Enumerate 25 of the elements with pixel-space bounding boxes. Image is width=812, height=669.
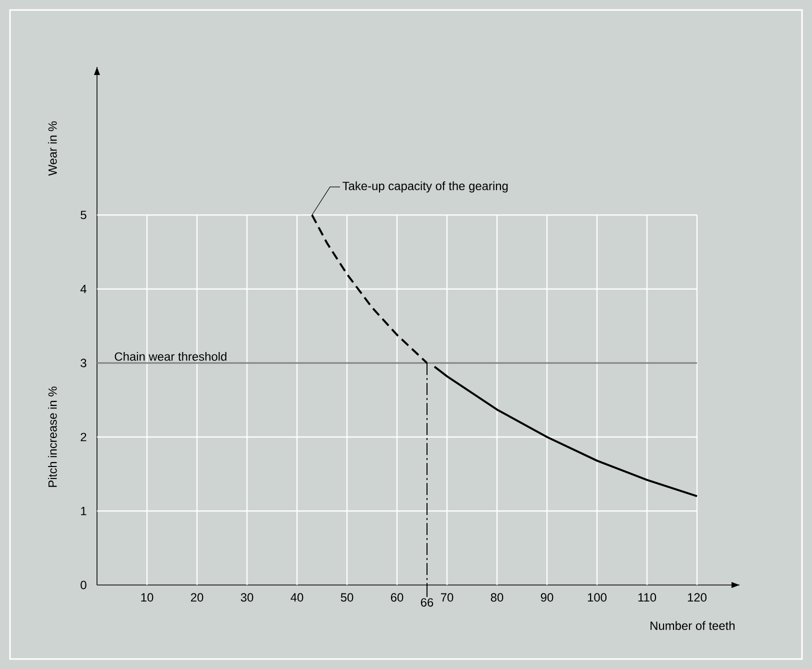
x-tick-label: 70 — [440, 593, 454, 602]
x-tick-label: 40 — [290, 593, 304, 602]
y-axis-title: Pitch increase in % — [48, 386, 57, 487]
y-tick-label: 4 — [80, 284, 86, 294]
x-tick-label: 50 — [340, 593, 354, 602]
y-tick-label: 3 — [80, 358, 86, 368]
x-tick-label: 110 — [638, 593, 656, 602]
x-axis-title: Number of teeth — [650, 621, 735, 630]
y-tick-label: 2 — [80, 432, 86, 442]
x-tick-label: 20 — [190, 593, 204, 602]
annotation: Take-up capacity of the gearing — [342, 181, 508, 193]
line-series — [434, 366, 698, 498]
x-tick-label: 90 — [540, 593, 554, 602]
y-tick-label: 1 — [81, 506, 86, 516]
x-tick-label: 60 — [390, 593, 404, 602]
x-tick-label: 30 — [240, 593, 254, 602]
x-tick-label: 120 — [688, 593, 707, 602]
ref-line-label: 66 — [420, 598, 434, 607]
y-tick-label: 0 — [80, 580, 86, 590]
ref-line-label: Chain wear threshold — [114, 352, 226, 361]
x-tick-label: 100 — [588, 593, 607, 602]
text: Wear in % — [48, 121, 57, 176]
y-tick-label: 5 — [80, 210, 86, 220]
x-tick-label: 10 — [141, 593, 154, 602]
x-tick-label: 80 — [490, 593, 504, 602]
